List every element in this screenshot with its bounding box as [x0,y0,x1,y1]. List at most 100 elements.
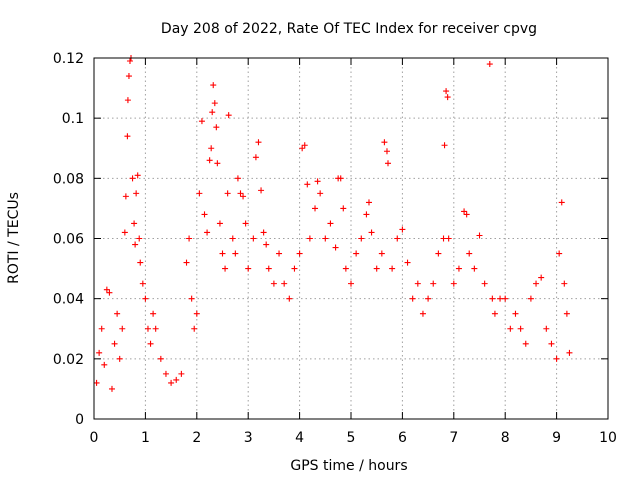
data-point [558,199,565,206]
y-tick-label: 0 [75,412,84,428]
data-point [258,187,265,194]
data-point [296,250,303,257]
data-point [276,250,283,257]
data-point [139,280,146,287]
y-axis-label: ROTI / TECUs [6,192,22,284]
data-point [108,385,115,392]
data-point [471,265,478,272]
data-point [342,265,349,272]
data-point [206,157,213,164]
x-tick-label: 1 [141,430,150,446]
data-point [122,193,129,200]
data-point [93,379,100,386]
data-point [137,259,144,266]
data-point [445,235,452,242]
data-point [463,211,470,218]
chart-title: Day 208 of 2022, Rate Of TEC Index for r… [161,21,537,37]
data-point [381,139,388,146]
x-tick-label: 8 [501,430,510,446]
data-point [358,235,365,242]
data-point [389,265,396,272]
data-point [121,229,128,236]
data-point [373,265,380,272]
data-point [489,295,496,302]
x-tick-label: 9 [552,430,561,446]
data-point [131,220,138,227]
x-tick-label: 4 [295,430,304,446]
data-point [497,295,504,302]
data-point [322,235,329,242]
data-point [270,280,277,287]
data-point [255,139,262,146]
data-point [196,190,203,197]
data-point [152,325,159,332]
data-point [209,109,216,116]
data-point [119,325,126,332]
data-point [116,355,123,362]
data-point [491,310,498,317]
data-point [265,265,272,272]
data-point [368,229,375,236]
x-tick-label: 0 [90,430,99,446]
data-point [150,310,157,317]
data-point [147,340,154,347]
data-point [263,241,270,248]
data-point [327,220,334,227]
data-point [353,250,360,257]
data-point [193,310,200,317]
data-point [332,244,339,251]
data-point [312,205,319,212]
data-point [455,265,462,272]
data-point [365,199,372,206]
data-point [234,175,241,182]
data-point [281,280,288,287]
data-point [260,229,267,236]
plot-frame [93,57,609,420]
data-point [507,325,514,332]
data-points [93,55,573,392]
x-tick-label: 6 [398,430,407,446]
data-point [114,310,121,317]
data-point [162,370,169,377]
data-point [304,181,311,188]
y-tick-label: 0.12 [53,51,84,67]
data-point [219,250,226,257]
data-point [512,310,519,317]
data-point [385,160,392,167]
data-point [553,355,560,362]
data-point [363,211,370,218]
x-tick-label: 10 [599,430,617,446]
data-point [126,58,133,65]
data-point [440,235,447,242]
data-point [414,280,421,287]
data-point [250,235,257,242]
data-point [134,172,141,179]
data-point [96,349,103,356]
data-point [337,175,344,182]
data-point [106,289,113,296]
data-point [188,295,195,302]
data-point [242,220,249,227]
data-point [232,250,239,257]
data-point [157,355,164,362]
data-point [98,325,105,332]
x-axis-label: GPS time / hours [290,458,407,474]
data-point [286,295,293,302]
data-point [301,142,308,149]
x-tick-label: 3 [244,430,253,446]
data-point [476,232,483,239]
data-point [543,325,550,332]
data-point [124,133,131,140]
data-point [502,295,509,302]
data-point [435,250,442,257]
data-point [399,226,406,233]
x-tick-label: 7 [449,430,458,446]
data-point [299,145,306,152]
data-point [394,235,401,242]
data-point [404,259,411,266]
data-point [419,310,426,317]
data-point [201,211,208,218]
x-tick-label: 2 [192,430,201,446]
data-point [548,340,555,347]
